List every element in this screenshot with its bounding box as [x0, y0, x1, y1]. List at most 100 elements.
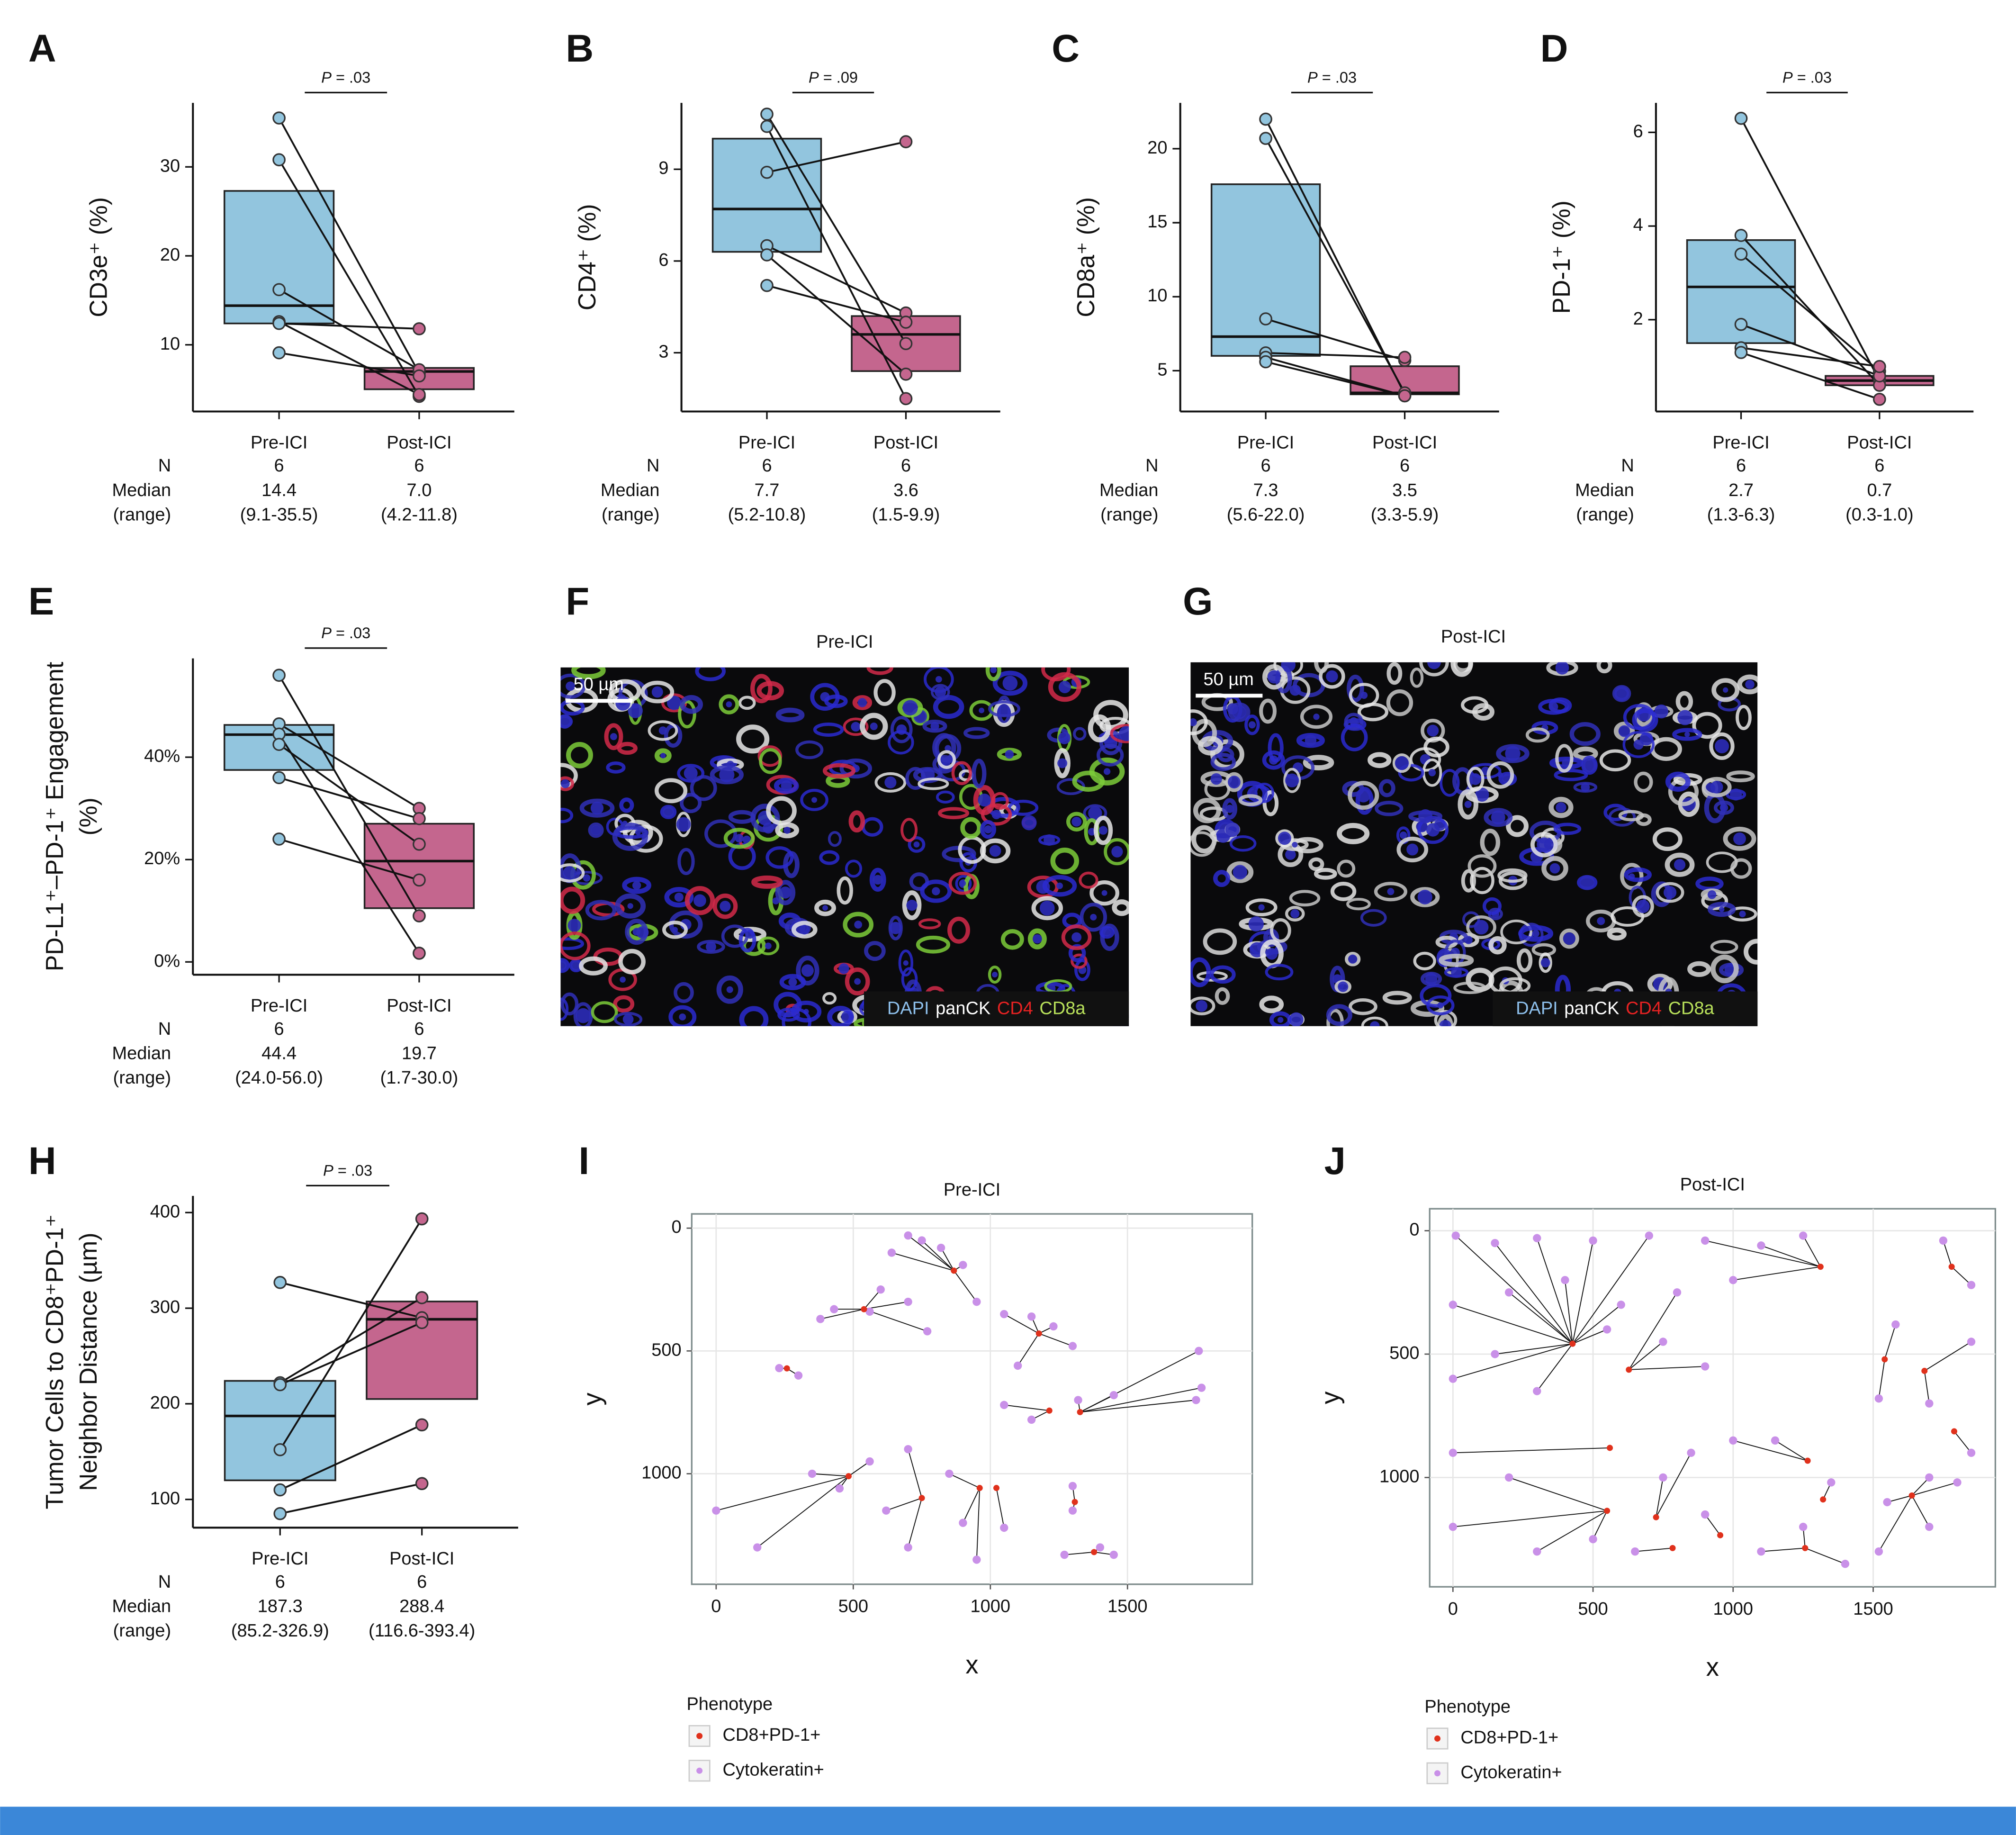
nucleus: [1233, 865, 1248, 880]
cell: [604, 723, 623, 750]
data-point: [1259, 312, 1272, 325]
table-row-label: (range): [113, 1621, 171, 1641]
cell: [712, 893, 738, 919]
cell: [766, 796, 797, 825]
table-cell: 6: [274, 1019, 284, 1039]
nucleus: [935, 676, 942, 683]
cytokeratin-point: [972, 1555, 981, 1564]
cell: [1541, 856, 1568, 881]
cell: [864, 941, 886, 961]
data-point: [272, 283, 286, 297]
pair-line: [279, 289, 420, 371]
data-point: [272, 346, 286, 360]
nucleus: [1278, 832, 1291, 845]
cytokeratin-point: [1673, 1288, 1682, 1297]
cell: [1482, 897, 1502, 915]
cytokeratin-point: [1925, 1473, 1934, 1482]
y-tick-label: 0: [671, 1217, 681, 1237]
cytokeratin-point: [1561, 1276, 1569, 1284]
cytokeratin-point: [1449, 1301, 1457, 1309]
p-symbol: P: [321, 624, 332, 642]
y-tick-label: 500: [1389, 1343, 1419, 1363]
table-row-label: (range): [113, 1068, 171, 1088]
link: [1572, 1329, 1607, 1345]
cell: [1050, 848, 1080, 875]
cell: [1190, 957, 1211, 987]
nucleus: [1491, 810, 1505, 825]
cell: [1099, 926, 1115, 939]
box: [363, 823, 475, 909]
nucleus: [1582, 758, 1597, 773]
cd8-point: [1804, 1457, 1811, 1464]
nucleus: [1032, 934, 1042, 944]
cytokeratin-point: [959, 1519, 967, 1527]
data-point: [272, 771, 286, 785]
nucleus: [1556, 802, 1566, 813]
data-point: [760, 119, 774, 133]
cell: [1675, 691, 1693, 712]
y-axis-label: Neighbor Distance (µm): [74, 1233, 102, 1491]
micrograph: [560, 667, 1129, 1026]
data-point: [1734, 346, 1748, 359]
table-row-label: N: [158, 1572, 171, 1592]
cell: [980, 820, 997, 839]
cell: [1093, 815, 1113, 845]
link: [1536, 1238, 1573, 1344]
pair-line: [1740, 352, 1880, 400]
panel-letter: C: [1052, 27, 1080, 70]
cell: [1417, 815, 1449, 844]
cytokeratin-point: [1027, 1312, 1036, 1321]
table-row-label: N: [158, 1019, 171, 1039]
cell: [1518, 925, 1554, 942]
data-point: [1259, 355, 1272, 369]
nucleus: [1399, 832, 1407, 839]
legend-title: Phenotype: [1424, 1697, 1511, 1717]
y-axis-label: y: [577, 1392, 606, 1405]
table-cell: (9.1-35.5): [240, 505, 318, 524]
cell: [814, 899, 837, 916]
table-cell: 14.4: [261, 480, 297, 500]
nucleus: [779, 886, 792, 899]
link: [864, 1289, 881, 1310]
cell: [901, 967, 918, 991]
data-point: [272, 316, 286, 330]
cytokeratin-point: [1068, 1506, 1077, 1515]
p-value: P = .09: [809, 69, 858, 86]
pair-line: [766, 141, 906, 173]
image-title: Post-ICI: [1441, 627, 1506, 647]
data-point: [272, 111, 286, 125]
legend-title: Phenotype: [686, 1694, 773, 1714]
pair-line: [1265, 138, 1406, 394]
cell: [736, 724, 770, 754]
cell: [560, 937, 585, 950]
nucleus: [674, 893, 684, 902]
cell: [1548, 796, 1574, 818]
cell: [1701, 777, 1732, 797]
cytokeratin-point: [775, 1364, 783, 1373]
nucleus: [1729, 788, 1742, 801]
cell: [1056, 778, 1085, 795]
nucleus: [660, 753, 666, 759]
nucleus: [1475, 787, 1489, 802]
cell: [1238, 794, 1263, 806]
data-point: [899, 135, 913, 148]
cell: [775, 880, 796, 905]
y-tick-label: 6: [658, 250, 668, 270]
cd8-point: [1921, 1367, 1928, 1374]
nucleus: [1248, 916, 1264, 932]
table-cell: 6: [275, 1572, 285, 1592]
cytokeratin-point: [1074, 1396, 1082, 1404]
link: [963, 1488, 981, 1523]
nucleus: [801, 964, 814, 977]
cell: [1289, 890, 1321, 907]
y-tick-label: 0%: [154, 951, 180, 971]
table-cell: 0.7: [1867, 480, 1892, 500]
data-point: [415, 1316, 429, 1329]
cell: [827, 1005, 854, 1026]
cytokeratin-point: [1109, 1550, 1118, 1559]
legend-label: DAPI: [1516, 999, 1558, 1019]
table-cell: 6: [274, 456, 284, 476]
cell: [973, 785, 996, 815]
link: [1656, 1452, 1692, 1518]
cell: [579, 956, 608, 976]
